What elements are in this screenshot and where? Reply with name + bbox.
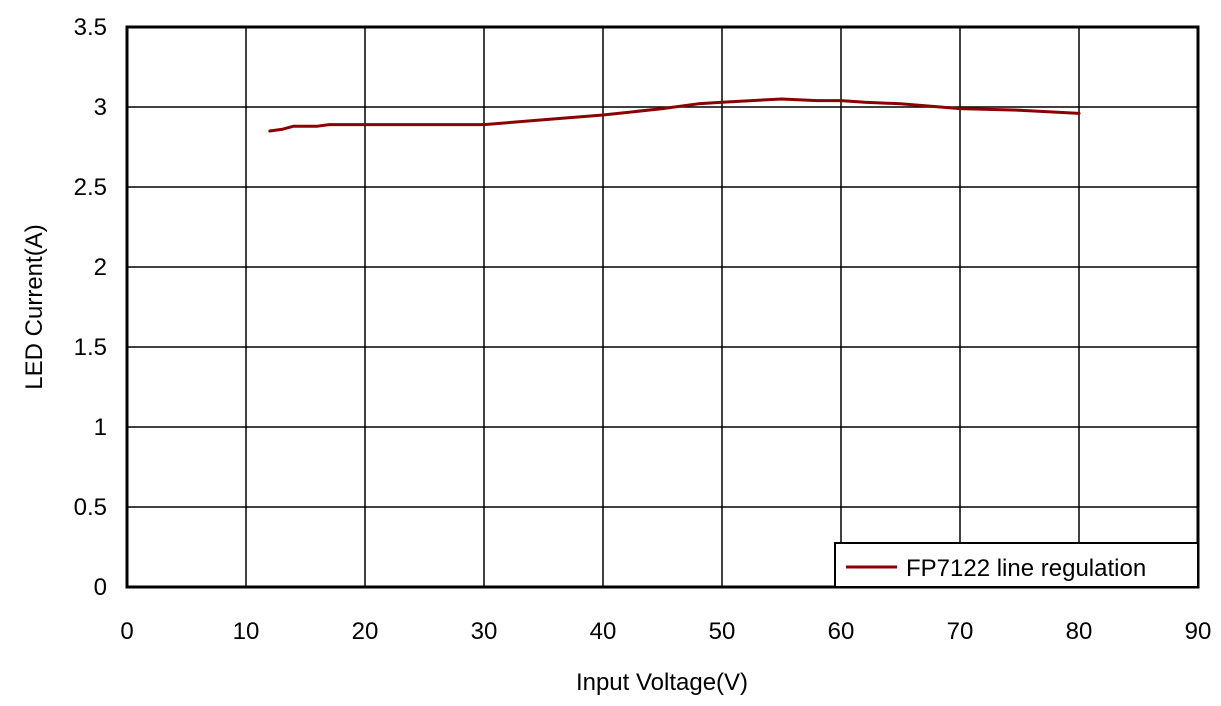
y-tick-label: 2: [94, 254, 107, 281]
x-tick-label: 60: [828, 618, 855, 645]
y-tick-label: 3: [94, 94, 107, 121]
x-tick-label: 70: [947, 618, 974, 645]
y-tick-label: 0: [94, 574, 107, 601]
x-axis-label: Input Voltage(V): [576, 669, 748, 696]
x-tick-label: 90: [1185, 618, 1212, 645]
y-axis-label: LED Current(A): [21, 224, 48, 389]
y-tick-label: 2.5: [74, 174, 107, 201]
x-tick-label: 0: [120, 618, 133, 645]
x-tick-label: 80: [1066, 618, 1093, 645]
x-axis-ticks: 0 10 20 30 40 50 60 70 80 90: [120, 618, 1211, 645]
y-tick-label: 0.5: [74, 494, 107, 521]
y-tick-label: 1: [94, 414, 107, 441]
plot-area-frame: [125, 25, 1200, 589]
y-tick-label: 3.5: [74, 14, 107, 41]
legend-label: FP7122 line regulation: [906, 555, 1146, 582]
legend: FP7122 line regulation: [834, 542, 1199, 588]
x-tick-label: 10: [233, 618, 260, 645]
y-axis-ticks: 0 0.5 1 1.5 2 2.5 3 3.5: [74, 14, 107, 601]
x-tick-label: 30: [471, 618, 498, 645]
x-tick-label: 40: [590, 618, 617, 645]
x-tick-label: 50: [709, 618, 736, 645]
series-line-0: [268, 97, 1081, 133]
x-tick-label: 20: [352, 618, 379, 645]
grid: [127, 27, 1198, 587]
series-layer: [268, 97, 1081, 133]
y-tick-label: 1.5: [74, 334, 107, 361]
legend-box: [834, 542, 1199, 588]
